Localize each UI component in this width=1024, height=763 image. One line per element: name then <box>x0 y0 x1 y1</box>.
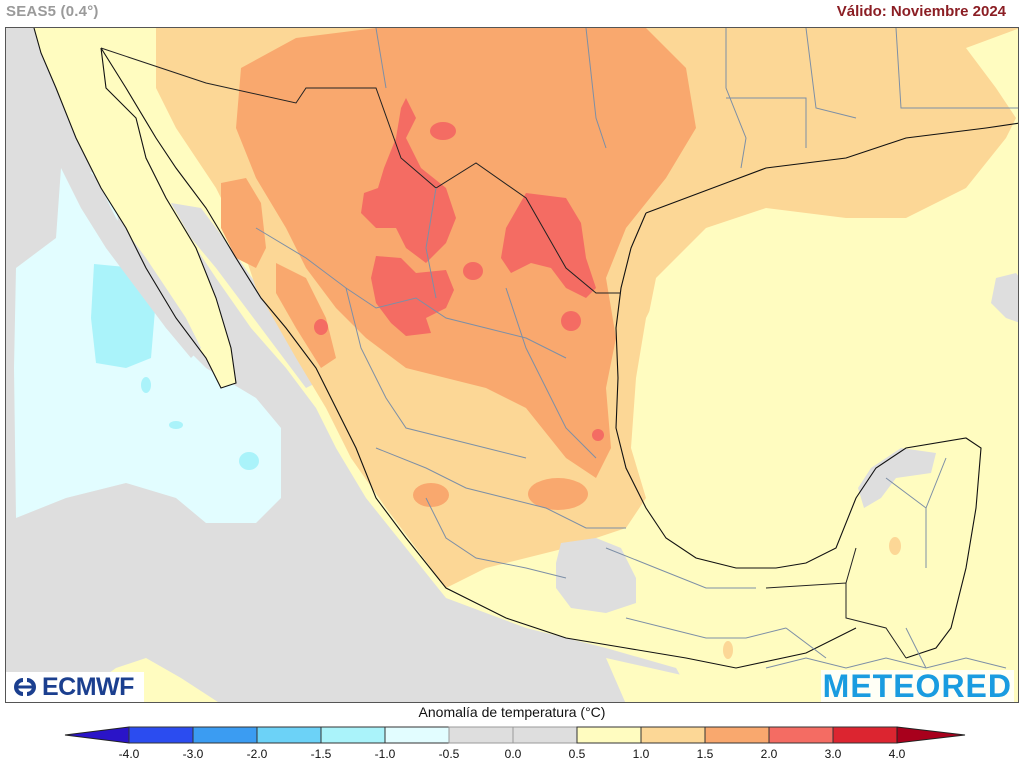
map-canvas <box>6 28 1018 702</box>
strong-warm-patch-central <box>528 478 588 510</box>
colorbar-tick: -1.0 <box>374 747 396 761</box>
colorbar-tick: 0.5 <box>568 747 586 761</box>
colorbar-max-extend-arrow <box>896 726 966 744</box>
colorbar-tick: -0.5 <box>438 747 460 761</box>
strong-warm-patch-sonora <box>221 178 266 268</box>
southern-pacific-neutral <box>256 558 695 702</box>
hotspot-spot <box>561 311 581 331</box>
ecmwf-logo: ECMWF <box>6 672 144 702</box>
colorbar-title: Anomalía de temperatura (°C) <box>418 704 606 720</box>
colorbar-bin <box>384 726 450 744</box>
state-borders <box>255 28 1018 669</box>
hotspot-coahuila-texas <box>501 193 596 298</box>
colorbar-tick: 0.0 <box>504 747 522 761</box>
meteored-logo: METEORED <box>820 668 1014 703</box>
southern-pacific-warm <box>606 658 705 702</box>
yucatan-warm-spot <box>889 537 901 555</box>
colorbar <box>64 726 966 744</box>
colorbar-tick: 1.0 <box>632 747 650 761</box>
colorbar-bin <box>448 726 514 744</box>
colorbar-bin <box>320 726 386 744</box>
strong-warm-patch-jalisco <box>413 483 449 507</box>
colorbar-bin <box>640 726 706 744</box>
colorbar-min-extend-arrow <box>64 726 130 744</box>
hotspot-spot <box>592 429 604 441</box>
baja-neutral-strip <box>61 148 201 358</box>
colorbar-tick: 3.0 <box>824 747 842 761</box>
colorbar-bin <box>704 726 770 744</box>
oaxaca-neutral-area <box>556 538 636 613</box>
hotspot-new-mexico <box>430 122 456 140</box>
ecmwf-logo-text: ECMWF <box>42 672 134 701</box>
strong-warm-patch-sinaloa <box>276 263 336 368</box>
colorbar-tick: -1.5 <box>310 747 332 761</box>
colorbar-bin <box>832 726 898 744</box>
hotspot-spot <box>314 319 328 335</box>
colorbar-tick: -4.0 <box>118 747 140 761</box>
yucatan-neutral-area <box>858 448 936 508</box>
strong-warm-area <box>236 28 696 478</box>
temperature-anomaly-map: ECMWF METEORED <box>5 27 1019 703</box>
model-label: SEAS5 (0.4°) <box>6 3 99 20</box>
hotspot-spot <box>463 262 483 280</box>
colorbar-tick: -3.0 <box>182 747 204 761</box>
hotspot-durango <box>371 256 454 336</box>
pacific-cooler-spot <box>169 421 183 429</box>
colorbar-tick: -2.0 <box>246 747 268 761</box>
colorbar-bin <box>768 726 834 744</box>
colorbar-tick: 2.0 <box>760 747 778 761</box>
colorbar-bin <box>128 726 194 744</box>
pacific-cooler-spot <box>239 452 259 470</box>
colorbar-bin <box>256 726 322 744</box>
colorbar-tick: 4.0 <box>888 747 906 761</box>
baja-california <box>34 28 236 388</box>
colorbar-bin <box>576 726 642 744</box>
country-borders <box>100 47 907 659</box>
hotspot-chihuahua <box>361 98 456 263</box>
pacific-cooler-spot <box>141 377 151 393</box>
ecmwf-mark-icon <box>10 677 40 697</box>
colorbar-tick-labels: -4.0 -3.0 -2.0 -1.5 -1.0 -0.5 0.0 0.5 1.… <box>0 747 1024 763</box>
colorbar-bin <box>192 726 258 744</box>
colorbar-bin <box>512 726 578 744</box>
coastlines <box>33 28 1018 669</box>
valid-date-label: Válido: Noviembre 2024 <box>836 3 1006 20</box>
colorbar-tick: 1.5 <box>696 747 714 761</box>
gulf-neutral-spot <box>991 273 1018 323</box>
pacific-warm-spot <box>723 641 733 659</box>
